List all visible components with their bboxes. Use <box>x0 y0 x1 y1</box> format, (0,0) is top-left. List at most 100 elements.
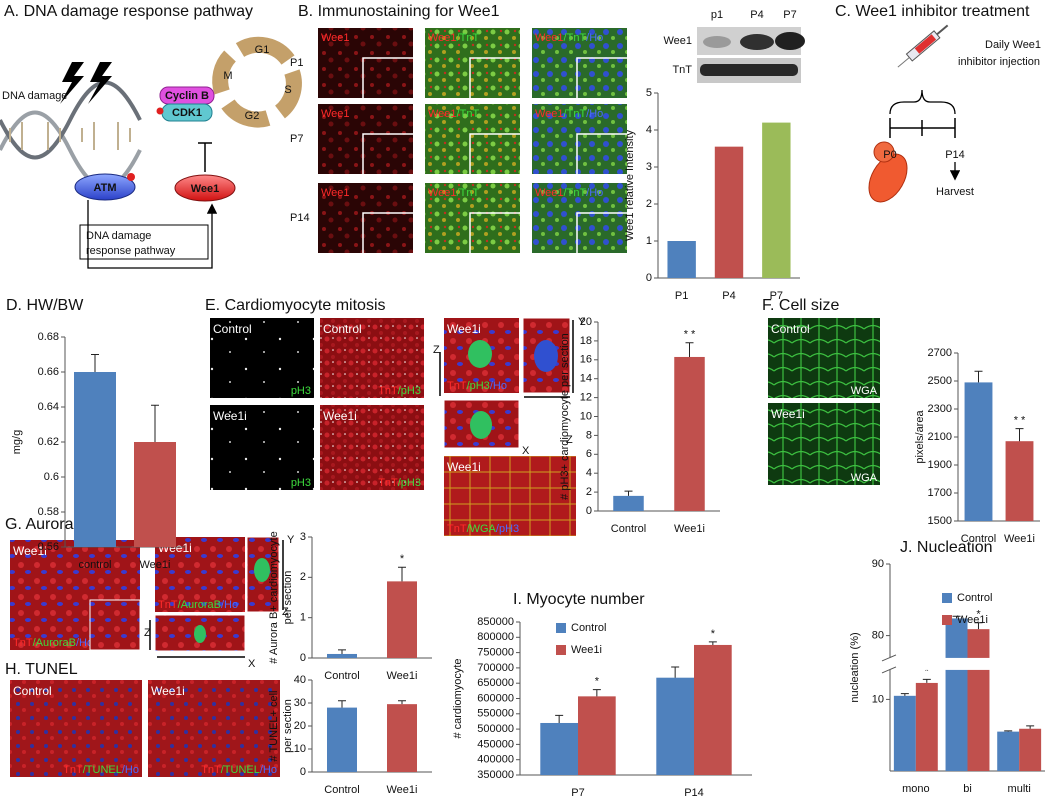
y-tick-label: 5 <box>646 87 652 99</box>
lane-label: p1 <box>711 9 723 21</box>
error-bar <box>708 641 717 645</box>
micrograph <box>768 318 880 398</box>
micrograph <box>768 403 880 485</box>
y-tick-label: 4 <box>586 467 592 479</box>
stain-part: TnT <box>13 637 33 649</box>
stain-part: Wee1 <box>535 32 564 44</box>
y-tick-label: 12 <box>580 392 592 404</box>
significance-label: * <box>400 553 405 565</box>
phase-label: S <box>284 84 291 96</box>
panel-title: E. Cardiomyocyte mitosis <box>205 297 386 314</box>
error-bar <box>91 354 99 372</box>
y-tick-label: 350000 <box>477 769 514 781</box>
lane-label: P7 <box>783 9 796 21</box>
y-tick-label: 3 <box>646 161 652 173</box>
error-bar <box>624 490 633 496</box>
nucleus <box>470 411 492 439</box>
bar <box>667 241 696 278</box>
axis-break <box>884 657 1045 670</box>
cycle-arc <box>221 99 271 128</box>
micrograph <box>155 537 245 612</box>
micrograph <box>318 183 413 253</box>
lightning <box>88 62 112 104</box>
panel-title: H. TUNEL <box>5 661 78 678</box>
stain-part: Wee1 <box>428 32 457 44</box>
inset-frame <box>576 212 627 253</box>
y-tick-label: 20 <box>294 720 306 732</box>
y-tick-label: 30 <box>294 697 306 709</box>
micrograph <box>320 318 424 398</box>
stain-part: TnT <box>63 764 83 776</box>
y-tick-label: 0.58 <box>38 506 59 518</box>
dna-rungs <box>9 122 131 150</box>
y-tick-label: 6 <box>586 448 592 460</box>
cell-cycle <box>212 36 302 128</box>
micrograph <box>210 318 314 398</box>
micrograph <box>532 104 627 174</box>
x-tick-label: Wee1i <box>674 523 705 535</box>
stain-part: Wee1 <box>428 108 457 120</box>
axis-letter: Z <box>282 606 289 618</box>
stain-part: Wee1 <box>535 187 564 199</box>
stain-part: WGA <box>851 472 878 484</box>
stain-part: /Ho <box>586 32 603 44</box>
bar <box>540 722 578 775</box>
legend-swatch <box>942 593 952 603</box>
x-tick-label: Control <box>611 523 646 535</box>
row-label: P7 <box>290 133 303 145</box>
bar <box>997 731 1020 771</box>
stain-label: Wee1 <box>321 187 350 199</box>
inset-frame <box>469 212 520 253</box>
panel-title: A. DNA damage response pathway <box>4 3 253 20</box>
stain-part: /Ho <box>586 187 603 199</box>
panel-title: J. Nucleation <box>900 539 993 556</box>
micrograph <box>532 183 627 253</box>
stain-part: /TUNEL <box>83 764 122 776</box>
bar <box>74 372 116 547</box>
phospho-dot <box>127 173 135 181</box>
legend-swatch <box>556 623 566 633</box>
wee1-node <box>174 174 236 202</box>
stain-part: /TnT <box>457 108 480 120</box>
nucleus <box>194 625 206 643</box>
phase-label: G1 <box>255 44 270 56</box>
bar <box>1005 441 1034 521</box>
micrograph <box>210 405 314 490</box>
stain-part: TnT <box>201 764 221 776</box>
error-bar <box>592 689 601 697</box>
x-tick-label: Wee1i <box>140 559 171 571</box>
y-axis-label: nucleation (%) <box>849 632 861 702</box>
stain-part: /pH3 <box>467 380 490 392</box>
bar <box>578 696 616 775</box>
inset-frame <box>469 57 520 98</box>
stain-part: pH3 <box>291 385 311 397</box>
image-label: Wee1i <box>213 409 247 423</box>
node-label: ATM <box>93 182 116 194</box>
y-axis-label: pixels/area <box>914 410 926 464</box>
blot-band <box>703 36 731 48</box>
break-mark <box>881 654 897 674</box>
y-tick-label: 0.62 <box>38 436 59 448</box>
stain-part: /TnT <box>457 187 480 199</box>
stain-label: WGA <box>851 472 878 484</box>
stain-label: TnT/pH3 <box>378 385 421 397</box>
significance-label: * * <box>1014 415 1026 427</box>
image-label: Control <box>213 322 252 336</box>
inset-frame <box>469 133 520 174</box>
cycle-arc <box>274 69 302 119</box>
x-tick-label: mono <box>902 783 930 795</box>
significance-label: * <box>711 628 716 640</box>
bar <box>327 707 357 772</box>
micrograph <box>10 680 142 777</box>
stain-part: Wee1 <box>535 108 564 120</box>
stain-part: /Ho <box>122 764 139 776</box>
stain-label: TnT/TUNEL/Ho <box>201 764 277 776</box>
ortho-view <box>246 536 280 613</box>
stain-part: /pH3 <box>496 523 519 535</box>
stain-part: TnT <box>378 477 398 489</box>
stain-label: pH3 <box>291 385 311 397</box>
stain-part: WGA <box>851 385 878 397</box>
pathway-arrow <box>87 200 218 269</box>
stain-label: Wee1 <box>321 32 350 44</box>
